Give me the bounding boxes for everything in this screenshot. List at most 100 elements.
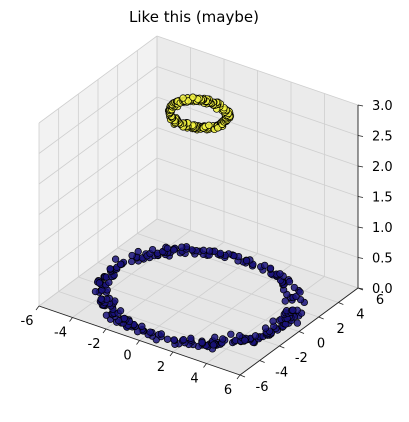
grid-line-z — [156, 96, 359, 167]
x-tick-mark — [102, 328, 107, 334]
point-outer-ring — [241, 336, 249, 344]
z-tick-mark — [357, 287, 364, 290]
point-outer-ring — [293, 319, 302, 327]
point-outer-ring — [251, 332, 260, 340]
y-tick-label: -6 — [256, 380, 269, 395]
z-tick-label: 3.0 — [372, 99, 393, 114]
x-tick-mark — [236, 374, 241, 380]
point-outer-ring — [134, 247, 142, 256]
point-outer-ring — [102, 311, 111, 319]
point-outer-ring — [91, 287, 100, 296]
grid-line-z — [38, 35, 158, 124]
point-outer-ring — [163, 335, 172, 343]
y-tick-mark — [338, 302, 344, 305]
grid-line-z — [156, 218, 359, 289]
point-outer-ring — [138, 322, 146, 330]
z-tick-mark — [357, 196, 364, 198]
chart-title: Like this (maybe) — [129, 8, 259, 26]
x-tick-label: 6 — [224, 383, 232, 398]
point-outer-ring — [296, 288, 304, 296]
point-outer-ring — [281, 297, 289, 305]
point-outer-ring — [289, 306, 297, 314]
point-outer-ring — [261, 324, 270, 332]
grid-line-z — [156, 127, 359, 197]
axes-panes — [39, 36, 358, 375]
x-tick-label: 2 — [157, 360, 165, 375]
point-outer-ring — [128, 251, 136, 260]
z-tick-mark — [357, 104, 364, 107]
point-outer-ring — [219, 335, 227, 343]
point-outer-ring — [198, 338, 206, 347]
z-tick-label: 2.5 — [372, 130, 393, 145]
point-outer-ring — [106, 265, 114, 273]
z-tick-mark — [357, 257, 364, 259]
point-outer-ring — [261, 261, 269, 270]
z-tick-label: 1.5 — [372, 191, 393, 206]
point-outer-ring — [243, 257, 251, 265]
y-tick-mark — [239, 374, 246, 378]
grid-line-z — [38, 188, 158, 276]
point-inner-ring — [189, 93, 197, 101]
grid-line-z — [156, 188, 359, 258]
y-tick-mark — [318, 316, 324, 320]
point-outer-ring — [209, 341, 218, 349]
y-tick-label: 2 — [337, 322, 345, 337]
x-tick-mark — [69, 317, 73, 322]
grid-line-y — [58, 291, 260, 361]
point-outer-ring — [170, 246, 178, 254]
scatter-points — [91, 93, 308, 353]
x-tick-label: 0 — [123, 349, 131, 364]
z-tick-label: 1.0 — [372, 221, 393, 236]
point-outer-ring — [97, 295, 105, 303]
point-outer-ring — [111, 255, 120, 263]
point-outer-ring — [116, 260, 125, 268]
y-tick-label: -4 — [275, 366, 288, 381]
point-inner-ring — [179, 94, 187, 102]
z-tick-label: 0.0 — [372, 282, 393, 297]
grid-line-z — [156, 35, 359, 106]
z-tick-mark — [357, 165, 364, 168]
grid-line-z — [156, 157, 359, 228]
y-tick-label: 4 — [356, 308, 364, 323]
x-tick-label: -2 — [88, 337, 101, 352]
z-tick-label: 2.0 — [372, 160, 393, 175]
x-tick-label: -6 — [21, 314, 34, 329]
point-outer-ring — [170, 336, 178, 344]
point-outer-ring — [290, 283, 299, 292]
grid-line-z — [38, 218, 158, 307]
point-outer-ring — [157, 330, 166, 338]
point-outer-ring — [285, 278, 294, 286]
point-outer-ring — [211, 333, 219, 341]
x-tick-label: -4 — [54, 326, 67, 341]
point-outer-ring — [116, 307, 125, 315]
point-outer-ring — [266, 264, 275, 272]
point-outer-ring — [148, 245, 157, 254]
z-tick-mark — [357, 135, 364, 137]
grid-line-z — [38, 96, 158, 185]
point-inner-ring — [205, 121, 213, 129]
y-tick-label: 0 — [317, 337, 325, 352]
y-tick-mark — [298, 331, 305, 334]
point-outer-ring — [178, 243, 186, 251]
x-tick-label: 4 — [190, 372, 198, 387]
grid-line-z — [38, 127, 158, 215]
point-outer-ring — [235, 332, 244, 340]
grid-line-z — [156, 66, 359, 136]
x-tick-mark — [136, 340, 140, 345]
x-tick-mark — [169, 351, 174, 357]
point-outer-ring — [179, 336, 188, 344]
grid-line-y — [137, 233, 339, 303]
point-outer-ring — [276, 270, 284, 278]
grid-line-z — [38, 66, 158, 154]
point-outer-ring — [199, 246, 208, 254]
point-outer-ring — [163, 244, 172, 252]
point-outer-ring — [146, 328, 154, 336]
z-tick-label: 0.5 — [372, 252, 393, 267]
point-outer-ring — [205, 247, 214, 255]
y-tick-mark — [279, 345, 285, 349]
grid-line-z — [38, 157, 158, 246]
y-tick-label: 6 — [376, 293, 384, 308]
y-tick-mark — [259, 360, 265, 363]
